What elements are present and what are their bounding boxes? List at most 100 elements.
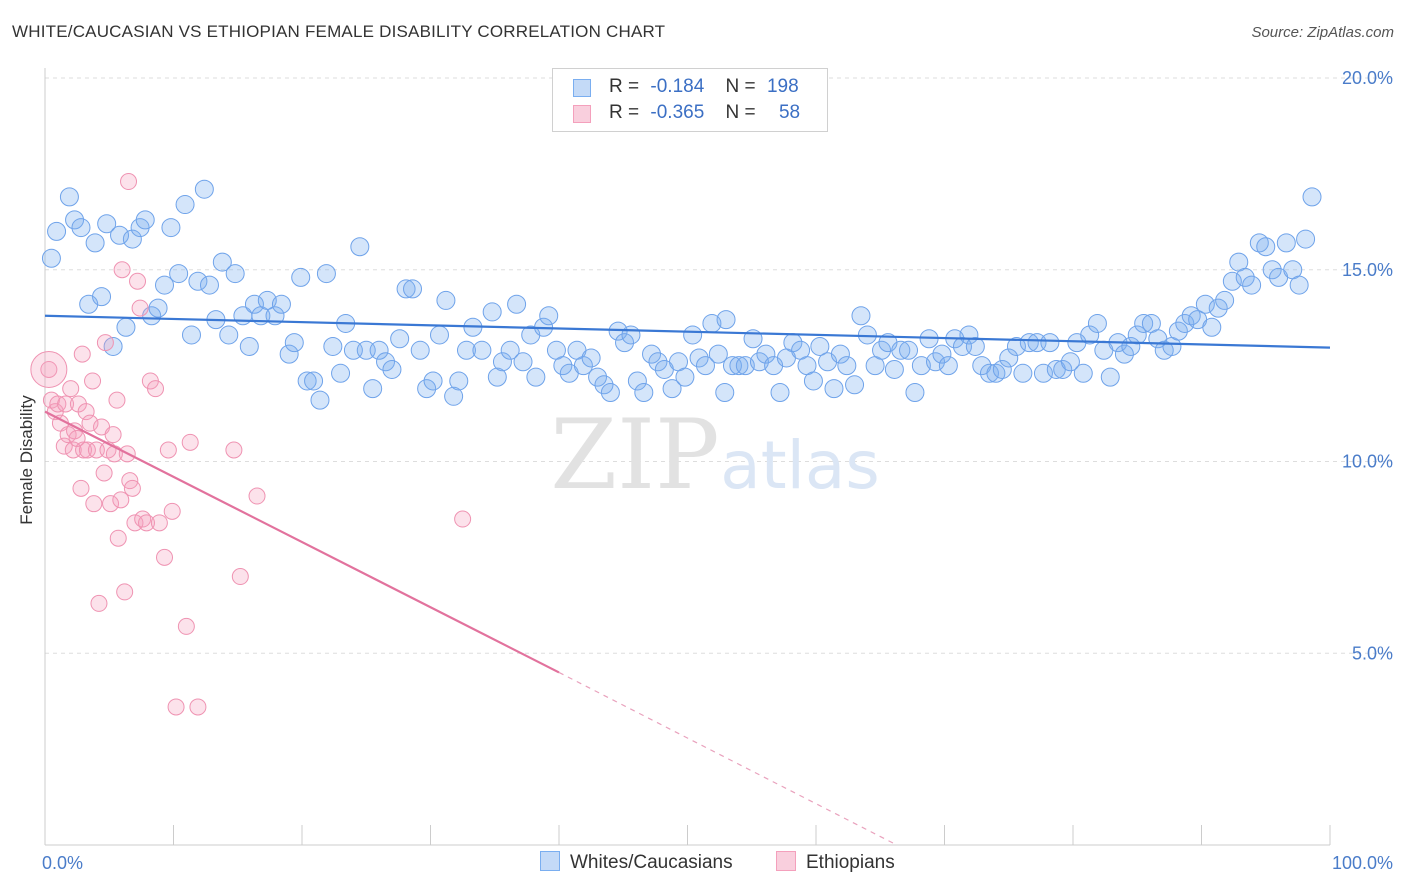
point-whites (830, 344, 850, 364)
series-whites-points (41, 179, 1322, 410)
point-whites (1006, 336, 1026, 356)
point-ethiopians (84, 372, 102, 390)
point-ethiopians (75, 441, 93, 459)
series-ethiopians-points (30, 173, 472, 716)
point-ethiopians (87, 441, 105, 459)
trend-lines (44, 314, 1331, 844)
legend-r-label: R = (609, 76, 640, 97)
point-whites (999, 348, 1019, 368)
point-whites (97, 214, 117, 234)
point-whites (1195, 294, 1215, 314)
point-whites (1215, 290, 1235, 310)
trend-line-ethiopians-extension (558, 671, 894, 844)
point-whites (199, 275, 219, 295)
point-ethiopians (189, 698, 207, 716)
legend-r-value: -0.184 (650, 76, 705, 97)
y-tick-label: 20.0% (1342, 68, 1393, 88)
point-whites (239, 336, 259, 356)
point-ethiopians (104, 426, 122, 444)
point-whites (662, 379, 682, 399)
point-whites (436, 290, 456, 310)
bottom-legend-label-whites: Whites/Caucasians (570, 852, 733, 873)
point-whites (615, 333, 635, 353)
point-ethiopians (163, 502, 181, 520)
point-whites (1073, 363, 1093, 383)
point-whites (212, 252, 232, 272)
source-label: Source: ZipAtlas.com (1251, 24, 1394, 41)
point-whites (1053, 359, 1073, 379)
bottom-legend-swatch-whites (540, 851, 560, 871)
point-whites (716, 310, 736, 330)
point-whites (926, 352, 946, 372)
point-whites (837, 356, 857, 376)
point-whites (938, 356, 958, 376)
point-whites (116, 317, 136, 337)
point-whites (492, 352, 512, 372)
point-ethiopians (131, 299, 149, 317)
x-tick-label-min: 0.0% (42, 853, 83, 873)
point-whites (219, 325, 239, 345)
legend-swatch-ethiopians (573, 105, 591, 123)
point-whites (683, 325, 703, 345)
point-whites (1202, 317, 1222, 337)
point-ethiopians (225, 441, 243, 459)
point-whites (161, 218, 181, 238)
point-whites (323, 336, 343, 356)
point-ethiopians (156, 548, 174, 566)
point-whites (891, 340, 911, 360)
point-whites (642, 344, 662, 364)
point-whites (756, 344, 776, 364)
point-whites (600, 382, 620, 402)
point-whites (845, 375, 865, 395)
point-whites (992, 359, 1012, 379)
y-tick-label: 15.0% (1342, 260, 1393, 280)
point-ethiopians (62, 380, 80, 398)
point-ethiopians-large (30, 350, 68, 388)
point-whites (316, 264, 336, 284)
point-whites (770, 382, 790, 402)
point-whites (911, 356, 931, 376)
point-ethiopians (96, 334, 114, 352)
point-whites (526, 367, 546, 387)
point-whites (271, 294, 291, 314)
point-ethiopians (231, 568, 249, 586)
point-whites (482, 302, 502, 322)
point-whites (122, 229, 142, 249)
point-whites (1060, 352, 1080, 372)
point-whites (1114, 344, 1134, 364)
trend-line-ethiopians (44, 410, 560, 674)
point-whites (279, 344, 299, 364)
point-ethiopians (85, 495, 103, 513)
point-whites (103, 336, 123, 356)
point-whites (1262, 260, 1282, 280)
point-whites (47, 221, 67, 241)
watermark: ZIP atlas (550, 399, 879, 511)
point-whites (803, 371, 823, 391)
point-whites (429, 325, 449, 345)
point-ethiopians (129, 272, 147, 290)
point-whites (581, 348, 601, 368)
point-ethiopians (167, 698, 185, 716)
point-whites (369, 340, 389, 360)
point-ethiopians (95, 464, 113, 482)
point-whites (1256, 237, 1276, 257)
point-whites (1127, 325, 1147, 345)
point-whites (181, 325, 201, 345)
point-whites (1040, 333, 1060, 353)
axes (44, 68, 1331, 846)
chart-title: WHITE/CAUCASIAN VS ETHIOPIAN FEMALE DISA… (12, 22, 666, 41)
point-whites (1175, 313, 1195, 333)
tick-labels: 5.0% 10.0% 15.0% 20.0% 0.0% 100.0% (42, 68, 1393, 873)
point-whites (363, 379, 383, 399)
point-whites (85, 233, 105, 253)
point-whites (284, 333, 304, 353)
point-whites (304, 371, 324, 391)
point-whites (594, 375, 614, 395)
point-whites (59, 187, 79, 207)
point-whites (175, 195, 195, 215)
point-ethiopians (147, 380, 165, 398)
point-whites (155, 275, 175, 295)
point-whites (627, 371, 647, 391)
legend-n-value: 198 (766, 76, 799, 97)
point-whites (110, 225, 130, 245)
